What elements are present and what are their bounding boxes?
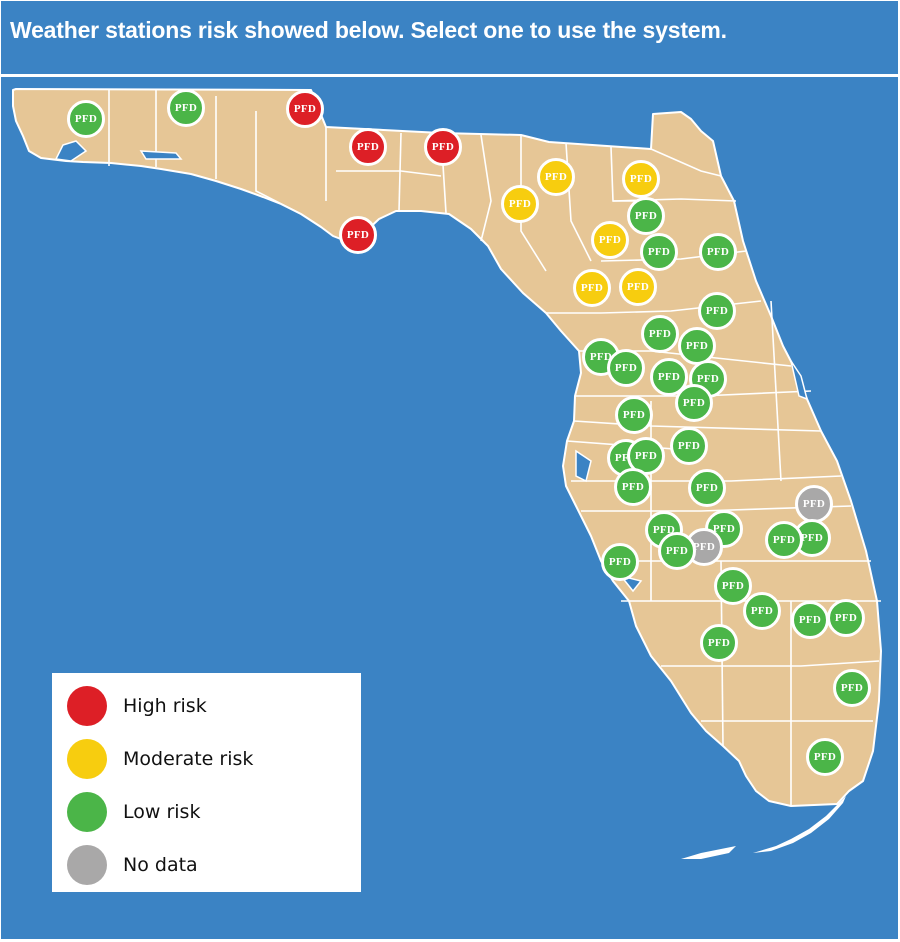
station-label: PFD <box>74 113 98 125</box>
station-marker-low[interactable]: PFD <box>607 349 645 387</box>
station-marker-low[interactable]: PFD <box>765 521 803 559</box>
header-divider <box>1 74 898 77</box>
station-marker-high[interactable]: PFD <box>424 128 462 166</box>
moderate-risk-swatch-icon <box>67 739 107 779</box>
legend-item-moderate: Moderate risk <box>67 739 253 779</box>
station-marker-moderate[interactable]: PFD <box>537 158 575 196</box>
station-marker-low[interactable]: PFD <box>806 738 844 776</box>
station-label: PFD <box>665 545 689 557</box>
no-data-swatch-icon <box>67 845 107 885</box>
station-label: PFD <box>634 450 658 462</box>
station-marker-low[interactable]: PFD <box>678 327 716 365</box>
station-label: PFD <box>346 229 370 241</box>
station-label: PFD <box>772 534 796 546</box>
station-marker-moderate[interactable]: PFD <box>619 268 657 306</box>
station-marker-high[interactable]: PFD <box>349 128 387 166</box>
station-marker-low[interactable]: PFD <box>614 468 652 506</box>
station-label: PFD <box>621 481 645 493</box>
station-marker-low[interactable]: PFD <box>699 233 737 271</box>
legend-item-low: Low risk <box>67 792 200 832</box>
page-title: Weather stations risk showed below. Sele… <box>10 17 727 43</box>
station-marker-nodata[interactable]: PFD <box>795 485 833 523</box>
station-marker-low[interactable]: PFD <box>791 601 829 639</box>
station-label: PFD <box>608 556 632 568</box>
station-marker-low[interactable]: PFD <box>698 292 736 330</box>
station-label: PFD <box>813 751 837 763</box>
station-label: PFD <box>677 440 701 452</box>
station-label: PFD <box>629 173 653 185</box>
legend: High risk Moderate risk Low risk No data <box>52 673 361 892</box>
station-marker-low[interactable]: PFD <box>67 100 105 138</box>
station-label: PFD <box>682 397 706 409</box>
station-marker-low[interactable]: PFD <box>827 599 865 637</box>
station-marker-low[interactable]: PFD <box>743 592 781 630</box>
station-marker-low[interactable]: PFD <box>615 396 653 434</box>
station-label: PFD <box>840 682 864 694</box>
station-label: PFD <box>544 171 568 183</box>
station-label: PFD <box>706 246 730 258</box>
station-marker-low[interactable]: PFD <box>641 315 679 353</box>
station-label: PFD <box>798 614 822 626</box>
station-label: PFD <box>834 612 858 624</box>
station-label: PFD <box>712 523 736 535</box>
station-marker-low[interactable]: PFD <box>658 532 696 570</box>
station-marker-low[interactable]: PFD <box>833 669 871 707</box>
station-label: PFD <box>721 580 745 592</box>
station-marker-high[interactable]: PFD <box>339 216 377 254</box>
station-marker-low[interactable]: PFD <box>700 624 738 662</box>
station-label: PFD <box>800 532 824 544</box>
station-label: PFD <box>696 373 720 385</box>
station-label: PFD <box>692 541 716 553</box>
station-marker-moderate[interactable]: PFD <box>622 160 660 198</box>
station-label: PFD <box>622 409 646 421</box>
station-marker-moderate[interactable]: PFD <box>591 221 629 259</box>
station-label: PFD <box>750 605 774 617</box>
station-label: PFD <box>707 637 731 649</box>
station-label: PFD <box>705 305 729 317</box>
high-risk-swatch-icon <box>67 686 107 726</box>
station-label: PFD <box>356 141 380 153</box>
station-label: PFD <box>589 351 613 363</box>
station-label: PFD <box>647 246 671 258</box>
station-marker-low[interactable]: PFD <box>688 469 726 507</box>
station-marker-low[interactable]: PFD <box>714 567 752 605</box>
station-marker-low[interactable]: PFD <box>601 543 639 581</box>
station-label: PFD <box>648 328 672 340</box>
station-label: PFD <box>695 482 719 494</box>
station-label: PFD <box>685 340 709 352</box>
station-marker-low[interactable]: PFD <box>640 233 678 271</box>
station-label: PFD <box>614 362 638 374</box>
station-marker-low[interactable]: PFD <box>670 427 708 465</box>
station-label: PFD <box>580 282 604 294</box>
station-label: PFD <box>431 141 455 153</box>
station-label: PFD <box>293 103 317 115</box>
legend-label: Low risk <box>123 801 201 823</box>
station-label: PFD <box>802 498 826 510</box>
station-label: PFD <box>174 102 198 114</box>
station-marker-low[interactable]: PFD <box>627 197 665 235</box>
station-marker-moderate[interactable]: PFD <box>573 269 611 307</box>
legend-label: Moderate risk <box>123 748 254 770</box>
legend-label: High risk <box>123 695 207 717</box>
station-label: PFD <box>657 371 681 383</box>
station-label: PFD <box>508 198 532 210</box>
legend-label: No data <box>123 854 198 876</box>
station-label: PFD <box>634 210 658 222</box>
station-label: PFD <box>626 281 650 293</box>
low-risk-swatch-icon <box>67 792 107 832</box>
station-marker-low[interactable]: PFD <box>675 384 713 422</box>
station-marker-moderate[interactable]: PFD <box>501 185 539 223</box>
station-marker-low[interactable]: PFD <box>167 89 205 127</box>
header: Weather stations risk showed below. Sele… <box>1 1 898 73</box>
legend-item-nodata: No data <box>67 845 198 885</box>
station-label: PFD <box>598 234 622 246</box>
legend-item-high: High risk <box>67 686 207 726</box>
station-marker-high[interactable]: PFD <box>286 90 324 128</box>
